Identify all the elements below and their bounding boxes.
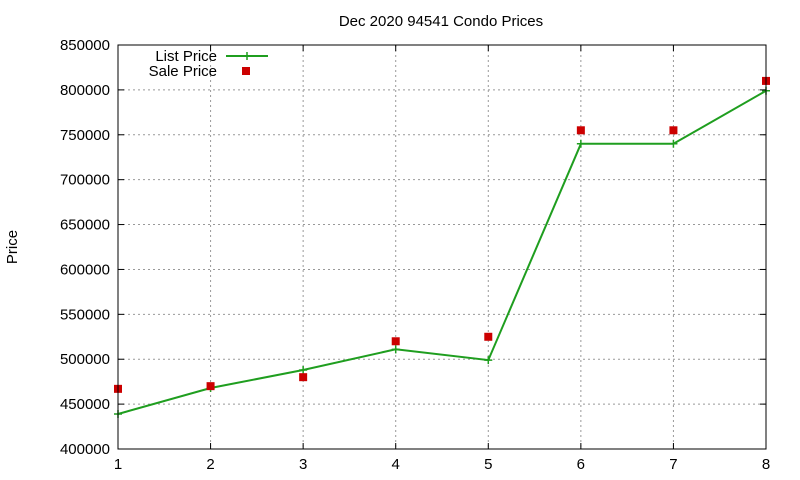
x-tick-label: 2 bbox=[206, 456, 214, 473]
x-tick-label: 6 bbox=[577, 456, 585, 473]
data-point-sale-price bbox=[484, 332, 493, 341]
series-line-list-price bbox=[117, 89, 767, 415]
x-tick-label: 3 bbox=[299, 456, 307, 473]
data-point-list-price bbox=[391, 345, 400, 354]
y-tick-label: 500000 bbox=[60, 351, 110, 368]
legend-label-sale-price: Sale Price bbox=[149, 63, 217, 80]
legend-marker-list-price bbox=[243, 52, 251, 60]
x-tick-label: 5 bbox=[484, 456, 492, 473]
legend-marker-sale-price bbox=[242, 67, 250, 75]
data-point-list-price bbox=[299, 365, 308, 374]
data-point-sale-price bbox=[391, 337, 400, 346]
plot-frame bbox=[117, 44, 767, 450]
data-point-list-price bbox=[669, 139, 678, 148]
data-point-list-price bbox=[576, 139, 585, 148]
y-tick-label: 800000 bbox=[60, 82, 110, 99]
y-tick-label: 400000 bbox=[60, 441, 110, 458]
y-tick-label: 550000 bbox=[60, 306, 110, 323]
data-point-sale-price bbox=[669, 126, 678, 135]
y-axis-label: Price bbox=[4, 230, 21, 264]
ticks: 400000 450000 500000 550000 600000 650000 7000… bbox=[60, 37, 770, 473]
x-tick-label: 1 bbox=[114, 456, 122, 473]
data-point-sale-price bbox=[299, 373, 308, 382]
legend-label-list-price: List Price bbox=[155, 48, 217, 65]
data-point-list-price bbox=[484, 356, 493, 365]
chart-title: Dec 2020 94541 Condo Prices bbox=[339, 13, 543, 30]
y-tick-label: 450000 bbox=[60, 396, 110, 413]
legend: List Price Sale Price bbox=[149, 48, 268, 80]
data-point-sale-price bbox=[576, 126, 585, 135]
y-tick-label: 650000 bbox=[60, 217, 110, 234]
x-tick-label: 4 bbox=[392, 456, 400, 473]
y-tick-label: 700000 bbox=[60, 172, 110, 189]
y-tick-label: 850000 bbox=[60, 37, 110, 54]
y-tick-label: 600000 bbox=[60, 261, 110, 278]
x-tick-label: 7 bbox=[669, 456, 677, 473]
x-tick-label: 8 bbox=[762, 456, 770, 473]
y-tick-label: 750000 bbox=[60, 127, 110, 144]
grid bbox=[118, 45, 766, 449]
data-point-sale-price bbox=[206, 382, 215, 391]
